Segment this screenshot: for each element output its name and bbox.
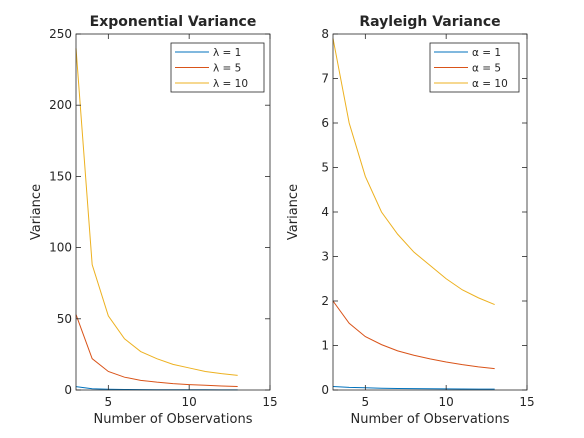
plot-area [76, 34, 270, 390]
legend-label-3: λ = 10 [213, 78, 248, 90]
legend-label-2: λ = 5 [213, 63, 241, 75]
y-axis-label: Variance [29, 184, 44, 240]
legend: λ = 1 λ = 5 λ = 10 [170, 42, 265, 93]
y-tick-label: 3 [321, 250, 329, 264]
y-tick-label: 6 [321, 116, 329, 130]
plot-area [333, 34, 527, 390]
y-tick-label: 7 [321, 72, 329, 86]
legend-label-3: α = 10 [472, 78, 508, 90]
legend: α = 1 α = 5 α = 10 [429, 42, 520, 93]
legend-label-1: α = 1 [472, 47, 501, 59]
series-line-3 [332, 38, 495, 306]
x-tick-label: 10 [182, 395, 197, 409]
legend-label-1: λ = 1 [213, 47, 241, 59]
y-tick-label: 5 [321, 161, 329, 175]
y-tick-label: 50 [57, 312, 72, 326]
series-line-1 [332, 385, 495, 390]
chart-title: Exponential Variance [90, 14, 257, 30]
y-tick-label: 100 [49, 241, 72, 255]
y-tick-label: 250 [49, 27, 72, 41]
y-tick-label: 150 [49, 169, 72, 183]
x-tick-label: 15 [519, 395, 534, 409]
series-line-2 [75, 314, 238, 387]
x-tick-label: 15 [262, 395, 277, 409]
y-tick-label: 0 [321, 383, 329, 397]
x-tick-label: 5 [362, 395, 370, 409]
y-tick-label: 1 [321, 339, 329, 353]
axes-box [75, 33, 271, 391]
x-axis-label: Number of Observations [351, 412, 510, 427]
x-axis-label: Number of Observations [94, 412, 253, 427]
legend-label-2: α = 5 [472, 63, 501, 75]
y-tick-label: 4 [321, 205, 329, 219]
y-tick-label: 200 [49, 98, 72, 112]
chart-title: Rayleigh Variance [359, 14, 500, 30]
series-line-2 [332, 300, 495, 370]
y-tick-label: 2 [321, 294, 329, 308]
chart-2: 5 10 15 0 1 2 3 4 5 6 7 8 Rayleigh Variance Number of… [286, 14, 535, 427]
y-tick-label: 8 [321, 27, 329, 41]
series-line-3 [75, 48, 238, 376]
x-tick-label: 5 [105, 395, 113, 409]
x-tick-label: 10 [439, 395, 454, 409]
y-axis-label: Variance [286, 184, 301, 240]
y-tick-label: 0 [64, 383, 72, 397]
